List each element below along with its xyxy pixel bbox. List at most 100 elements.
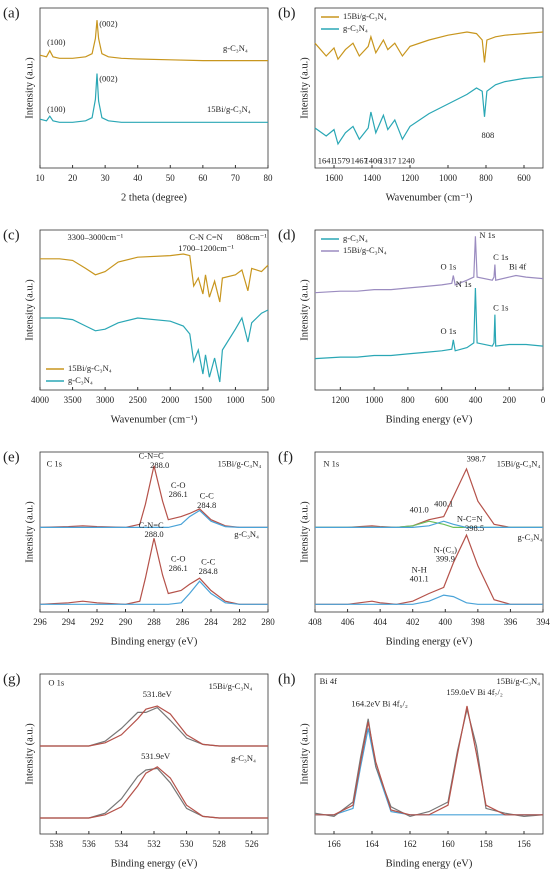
x-tick-label: 1200 — [401, 173, 420, 183]
annotation: (002) — [99, 74, 118, 84]
x-tick-label: 290 — [119, 617, 133, 627]
annotation: Bi 4f — [509, 262, 526, 272]
x-tick-label: 80 — [264, 173, 274, 183]
y-axis-title: Intensity (a.u.) — [24, 723, 35, 785]
annotation: 1406 — [364, 156, 381, 166]
x-tick-label: 1000 — [439, 173, 458, 183]
y-axis-title: Intensity (a.u.) — [299, 501, 310, 563]
annotation: N-C=N — [457, 514, 483, 524]
x-tick-label: 0 — [541, 395, 546, 405]
legend-label: 15Bi/g-C₃N₄ — [343, 11, 387, 21]
annotation: 401.1 — [410, 574, 429, 584]
annotation: O 1s — [441, 262, 457, 272]
annotation: g-C₃N₄ — [231, 753, 256, 763]
x-tick-label: 406 — [341, 617, 355, 627]
x-axis-title: Binding energy (eV) — [386, 858, 473, 869]
annotation: Bi 4f — [320, 676, 337, 686]
annotation: g-C₃N₄ — [223, 43, 248, 53]
x-tick-label: 288 — [147, 617, 161, 627]
annotation: 288.0 — [150, 460, 169, 470]
x-tick-label: 1000 — [365, 395, 384, 405]
annotation: g-C₃N₄ — [234, 529, 259, 539]
x-axis-title: Wavenumber (cm⁻¹) — [386, 192, 473, 203]
x-tick-label: 536 — [82, 839, 96, 849]
x-tick-label: 1500 — [194, 395, 213, 405]
annotation: C 1s — [493, 302, 508, 312]
spectrum-line — [315, 594, 543, 605]
x-tick-label: 408 — [308, 617, 322, 627]
spectrum-line — [314, 76, 544, 146]
annotation: 284.8 — [199, 566, 218, 576]
y-axis-title: Intensity (a.u.) — [299, 279, 310, 341]
annotation: 1700–1200cm⁻¹ — [178, 243, 234, 253]
x-tick-label: 396 — [504, 617, 518, 627]
x-tick-label: 1400 — [363, 173, 382, 183]
x-tick-label: 394 — [536, 617, 550, 627]
annotation: C-O — [171, 554, 186, 564]
panel-label: (h) — [278, 671, 296, 687]
x-tick-label: 166 — [327, 839, 341, 849]
annotation: C 1s — [47, 458, 62, 468]
x-tick-label: 70 — [231, 173, 241, 183]
annotation: N-H — [412, 564, 427, 574]
annotation: N 1s — [479, 230, 495, 240]
x-tick-label: 400 — [469, 395, 483, 405]
x-tick-label: 404 — [373, 617, 387, 627]
x-axis-title: Binding energy (eV) — [386, 636, 473, 647]
x-tick-label: 3000 — [96, 395, 115, 405]
annotation: C-C — [200, 491, 215, 501]
panel-label: (d) — [278, 227, 296, 243]
x-axis-title: Wavenumber (cm⁻¹) — [111, 414, 198, 425]
y-axis-title: Intensity (a.u.) — [299, 723, 310, 785]
annotation: O 1s — [48, 678, 64, 688]
spectrum-line — [315, 728, 543, 816]
x-tick-label: 50 — [166, 173, 176, 183]
x-tick-label: 294 — [62, 617, 76, 627]
plot-frame — [39, 7, 269, 169]
spectrum-line — [39, 465, 268, 529]
x-tick-label: 532 — [147, 839, 161, 849]
x-tick-label: 282 — [233, 617, 247, 627]
annotation: N 1s — [456, 279, 472, 289]
x-tick-label: 162 — [403, 839, 417, 849]
legend-label: 15Bi/g-C₃N₄ — [343, 245, 387, 255]
panel-label: (f) — [278, 449, 293, 465]
spectrum-line — [39, 538, 268, 605]
legend-label: g-C₃N₄ — [343, 23, 368, 33]
y-axis-title: Intensity (a.u.) — [24, 279, 35, 341]
annotation: N-(C₃) — [434, 544, 457, 554]
annotation: 15Bi/g-C₃N₄ — [207, 104, 251, 114]
spectrum-line — [39, 20, 268, 62]
annotation: 808 — [482, 130, 495, 140]
annotation: 286.1 — [169, 489, 188, 499]
annotation: 531.8eV — [143, 689, 173, 699]
x-tick-label: 800 — [401, 395, 415, 405]
annotation: 1467 — [351, 156, 368, 166]
spectrum-line — [40, 509, 268, 529]
annotation: 400.1 — [434, 498, 453, 508]
plot-frame — [314, 451, 544, 613]
x-tick-label: 402 — [406, 617, 420, 627]
spectrum-line — [40, 253, 269, 303]
x-tick-label: 158 — [479, 839, 493, 849]
annotation: 15Bi/g-C₃N₄ — [218, 458, 262, 468]
legend-label: g-C₃N₄ — [68, 375, 93, 385]
legend-label: 15Bi/g-C₃N₄ — [68, 363, 112, 373]
x-tick-label: 60 — [198, 173, 208, 183]
x-tick-label: 286 — [176, 617, 190, 627]
annotation: 401.0 — [410, 504, 429, 514]
annotation: C-N=C — [139, 451, 164, 461]
spectrum-line — [314, 287, 544, 360]
annotation: 288.0 — [144, 529, 163, 539]
x-tick-label: 400 — [439, 617, 453, 627]
annotation: 398.7 — [467, 454, 486, 464]
annotation: (100) — [47, 104, 66, 114]
spectrum-line — [314, 236, 544, 294]
x-tick-label: 296 — [33, 617, 47, 627]
panel-label: (g) — [3, 671, 21, 687]
x-tick-label: 4000 — [31, 395, 50, 405]
x-tick-label: 600 — [435, 395, 449, 405]
annotation: 159.0eV Bi 4f₇/₂ — [446, 687, 503, 697]
x-axis-title: 2 theta (degree) — [121, 192, 187, 203]
